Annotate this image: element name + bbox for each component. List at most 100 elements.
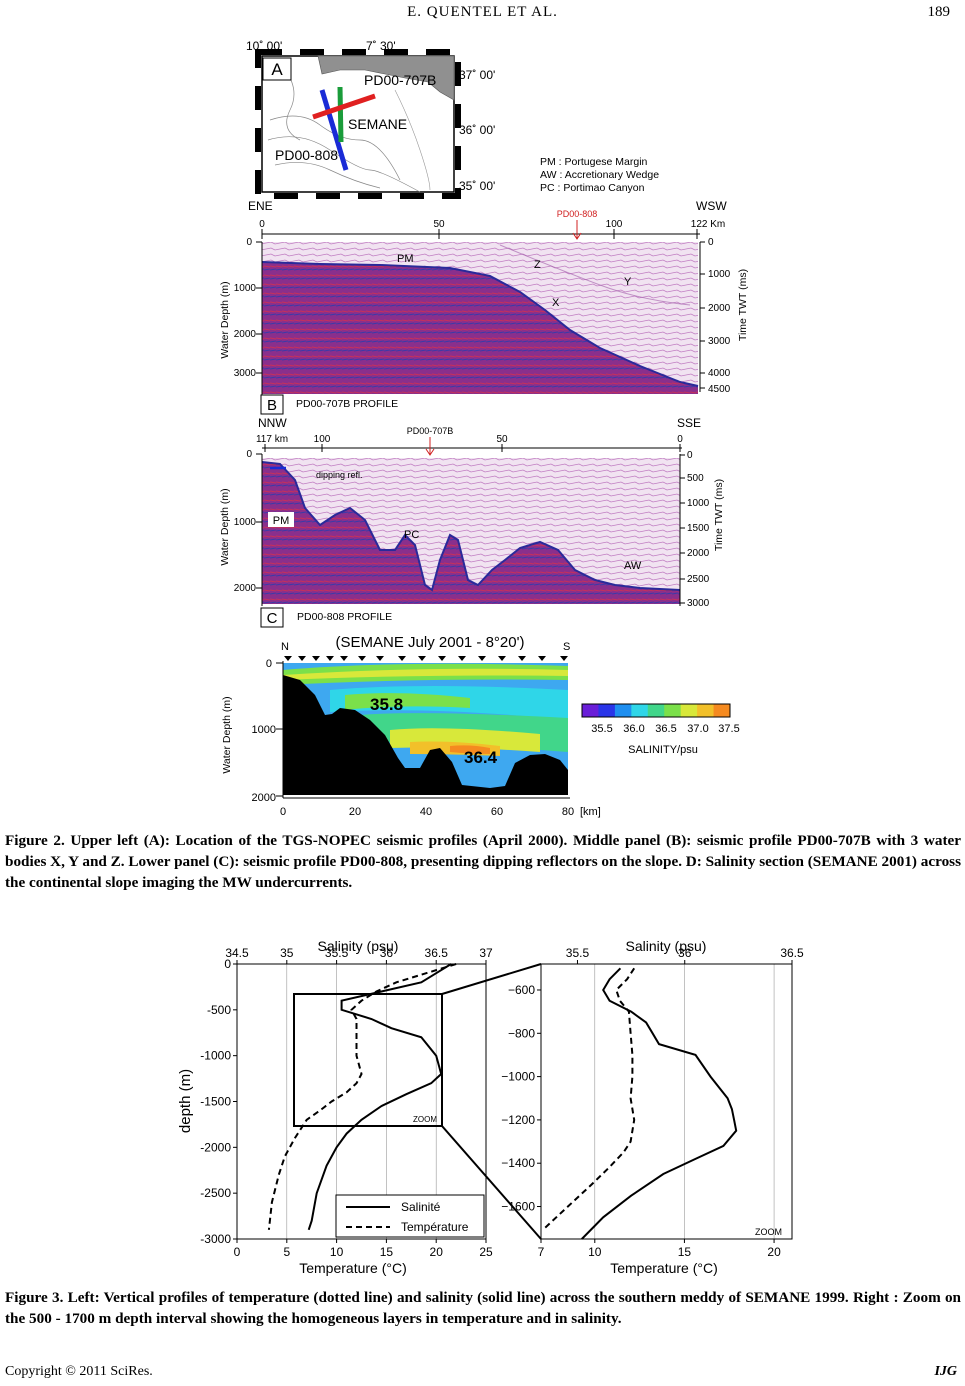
- temperature-line: [543, 967, 636, 1229]
- svg-text:ENE: ENE: [248, 199, 273, 213]
- marker-707b: PD00-707B: [407, 426, 454, 436]
- svg-text:7˚ 30': 7˚ 30': [366, 39, 396, 53]
- svg-text:depth (m): depth (m): [177, 1069, 194, 1133]
- panel-d-salinity: (SEMANE July 2001 - 8°20') N S 35.8 36.4…: [221, 634, 740, 818]
- svg-text:PM: PM: [273, 515, 290, 527]
- y-tick-label: -2500: [200, 1186, 231, 1200]
- svg-text:2500: 2500: [687, 574, 710, 585]
- svg-text:0: 0: [246, 237, 252, 248]
- figure-2: A 10˚ 00' 7˚ 30' 37˚ 00' 36˚ 00' 35˚ 00'…: [219, 39, 749, 818]
- svg-text:ZOOM: ZOOM: [755, 1227, 782, 1237]
- svg-text:3000: 3000: [708, 336, 731, 347]
- land-mass: [317, 55, 455, 101]
- svg-text:Temperature (°C): Temperature (°C): [610, 1260, 718, 1276]
- colorbar-frame: [581, 703, 731, 718]
- svg-text:36.4: 36.4: [464, 748, 498, 767]
- svg-text:PM : Portugese Margin: PM : Portugese Margin: [540, 156, 648, 168]
- x-tick-label: 15: [678, 1245, 692, 1259]
- svg-text:4500: 4500: [708, 384, 731, 395]
- x-tick-label: 20: [430, 1245, 444, 1259]
- svg-text:Salinité: Salinité: [401, 1200, 441, 1214]
- y-tick-label: -500: [207, 1003, 231, 1017]
- svg-text:1000: 1000: [687, 498, 710, 509]
- seafloor-bathymetry: [283, 675, 568, 795]
- svg-text:0: 0: [259, 219, 265, 230]
- svg-text:117 km: 117 km: [256, 434, 288, 445]
- seismic-reflectors-c: [262, 462, 680, 604]
- profile-semane-line: [337, 86, 344, 143]
- abbreviation-legend: PM : Portugese Margin AW : Accretionary …: [540, 156, 659, 194]
- zoom-connector-bottom: [441, 1125, 542, 1240]
- svg-text:PC: PC: [404, 529, 419, 541]
- svg-text:100: 100: [606, 219, 623, 230]
- svg-text:0: 0: [677, 434, 683, 445]
- panel-c-seismic: NNW SSE 117 km 100 50 0 PD00-707B dippin…: [219, 416, 725, 628]
- svg-text:1500: 1500: [687, 523, 710, 534]
- profile-707b-line: [312, 93, 376, 120]
- y-tick-label: −600: [508, 983, 535, 997]
- svg-text:36˚ 00': 36˚ 00': [459, 123, 495, 137]
- svg-text:35.8: 35.8: [370, 695, 403, 714]
- top-tick-label: 36.5: [780, 946, 804, 960]
- svg-text:37˚ 00': 37˚ 00': [459, 68, 495, 82]
- top-tick-label: 34.5: [225, 946, 249, 960]
- x-tick-label: 7: [538, 1245, 545, 1259]
- colorbar-swatch: [598, 704, 616, 717]
- x-tick-label: 0: [234, 1245, 241, 1259]
- x-tick-label: 5: [283, 1245, 290, 1259]
- svg-text:20: 20: [349, 806, 361, 818]
- zoom-connector-top: [441, 963, 542, 995]
- svg-text:SSE: SSE: [677, 416, 701, 430]
- svg-text:PC : Portimao Canyon: PC : Portimao Canyon: [540, 182, 645, 194]
- svg-text:100: 100: [314, 434, 331, 445]
- svg-text:36.0: 36.0: [623, 723, 644, 735]
- svg-text:AW : Accretionary Wedge: AW : Accretionary Wedge: [540, 169, 659, 181]
- svg-text:35˚ 00': 35˚ 00': [459, 179, 495, 193]
- svg-text:[km]: [km]: [580, 806, 601, 818]
- y-tick-label: −1200: [501, 1113, 535, 1127]
- svg-text:C: C: [267, 610, 278, 627]
- svg-text:0: 0: [246, 449, 252, 460]
- salinity-line: [581, 967, 738, 1240]
- svg-text:Y: Y: [624, 276, 632, 288]
- svg-text:35.5: 35.5: [591, 723, 612, 735]
- seismic-reflectors-b: [262, 262, 698, 394]
- svg-text:2000: 2000: [708, 303, 731, 314]
- svg-text:Z: Z: [534, 259, 541, 271]
- svg-text:37.0: 37.0: [687, 723, 708, 735]
- y-tick-label: −1600: [501, 1200, 535, 1214]
- svg-text:Salinity (psu): Salinity (psu): [626, 938, 707, 954]
- svg-text:Time TWT (ms): Time TWT (ms): [713, 479, 725, 551]
- profile-chart-right: Salinity (psu) 35.5 36 36.5 −600 −800 −1000 −…: [501, 938, 804, 1276]
- svg-text:1000: 1000: [234, 283, 257, 294]
- y-tick-label: −800: [508, 1026, 535, 1040]
- svg-text:N: N: [281, 641, 289, 653]
- copyright: Copyright © 2011 SciRes.: [5, 1364, 153, 1379]
- y-tick-label: 0: [224, 957, 231, 971]
- svg-text:dipping refl.: dipping refl.: [316, 470, 363, 480]
- svg-text:4000: 4000: [708, 368, 731, 379]
- panel-a-letter: A: [271, 60, 283, 79]
- svg-text:PD00-808 PROFILE: PD00-808 PROFILE: [297, 611, 392, 623]
- svg-text:3000: 3000: [687, 598, 710, 609]
- svg-text:36.5: 36.5: [655, 723, 676, 735]
- y-tick-label: -1500: [200, 1095, 231, 1109]
- svg-text:0: 0: [280, 806, 286, 818]
- colorbar-swatch: [697, 704, 715, 717]
- map-label-808: PD00-808: [275, 147, 338, 163]
- svg-text:WSW: WSW: [696, 199, 727, 213]
- colorbar-swatch: [614, 704, 632, 717]
- svg-text:500: 500: [687, 473, 704, 484]
- profile-808-line: [319, 89, 349, 171]
- svg-text:40: 40: [420, 806, 432, 818]
- panel-b-seismic: ENE WSW 0 50 100 122 Km PD00-808 PM Z Y …: [219, 199, 749, 415]
- temperature-line: [267, 963, 457, 1230]
- top-tick-label: 36: [678, 946, 692, 960]
- svg-text:SALINITY/psu: SALINITY/psu: [628, 744, 698, 756]
- svg-text:B: B: [267, 397, 277, 414]
- svg-text:50: 50: [496, 434, 508, 445]
- svg-text:PD00-707B PROFILE: PD00-707B PROFILE: [296, 398, 398, 410]
- svg-text:X: X: [552, 297, 560, 309]
- svg-text:2000: 2000: [252, 792, 276, 804]
- top-tick-label: 37: [479, 946, 493, 960]
